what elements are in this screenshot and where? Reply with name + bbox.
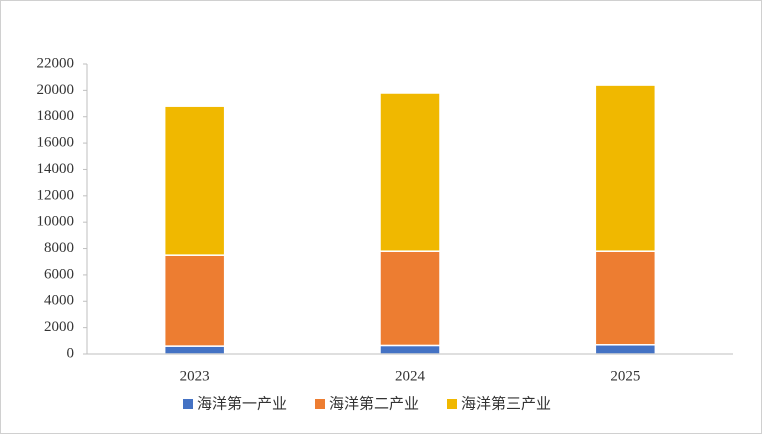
y-tick-label: 16000 [37,135,75,151]
y-tick-label: 12000 [37,187,75,203]
y-tick-label: 10000 [37,214,75,230]
bar-segment [379,250,441,347]
y-tick-label: 2000 [44,319,74,335]
bar-segment [163,254,226,347]
legend-swatch [183,399,193,409]
y-tick-label: 4000 [44,293,74,309]
bar-segment [163,105,226,256]
y-tick-label: 8000 [44,240,74,256]
x-tick-label: 2023 [180,368,210,384]
y-tick-label: 14000 [37,161,75,177]
bar-segment [379,344,441,355]
y-tick-label: 20000 [37,82,75,98]
y-tick-label: 6000 [44,266,74,282]
y-tick-label: 0 [67,345,75,361]
legend-label: 海洋第二产业 [329,394,419,412]
x-tick-label: 2025 [610,368,640,384]
legend-swatch [315,399,325,409]
x-tick-label: 2024 [395,368,426,384]
y-tick-label: 22000 [37,55,75,71]
bar-segment [594,250,657,346]
bar-segment [594,84,657,252]
bar-segment [379,92,441,252]
y-tick-label: 18000 [37,108,75,124]
bar-segment [163,345,226,355]
legend-label: 海洋第三产业 [461,394,551,412]
legend-label: 海洋第一产业 [197,394,287,412]
legend-swatch [447,399,457,409]
bar-segment [594,344,657,355]
